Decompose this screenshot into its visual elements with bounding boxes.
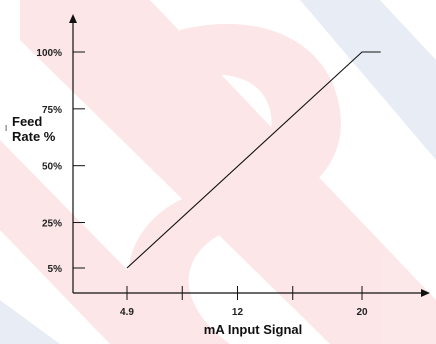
y-axis-arrow (69, 14, 77, 23)
series (126, 51, 381, 269)
x-tick-label-2: 20 (356, 307, 368, 318)
y-tick-label-4: 100% (36, 48, 62, 59)
y-axis-title-line-2: Rate % (12, 129, 56, 144)
series-line-0 (126, 51, 381, 269)
y-tick-label-2: 50% (42, 162, 62, 173)
ticks (73, 51, 363, 300)
x-axis-title: mA Input Signal (204, 322, 302, 337)
y-tick-label-3: 75% (42, 105, 62, 116)
y-tick-label-1: 25% (42, 219, 62, 230)
y-axis-title-line-1: Feed (12, 114, 42, 129)
y-tick-label-0: 5% (48, 264, 63, 275)
watermark-red-arc (127, 23, 341, 344)
watermark-blue-band (300, 0, 436, 160)
y-axis-side-mark: I (5, 124, 7, 133)
watermark-blue-band-2 (0, 300, 60, 344)
x-tick-label-1: 12 (232, 307, 244, 318)
x-tick-label-0: 4.9 (120, 307, 134, 318)
watermark-red-stroke-1 (20, 0, 436, 344)
axes (69, 14, 430, 297)
x-axis-arrow (421, 289, 430, 297)
tick-labels: 4.9 12 20 5% 25% 50% 75% 100% (36, 48, 368, 318)
